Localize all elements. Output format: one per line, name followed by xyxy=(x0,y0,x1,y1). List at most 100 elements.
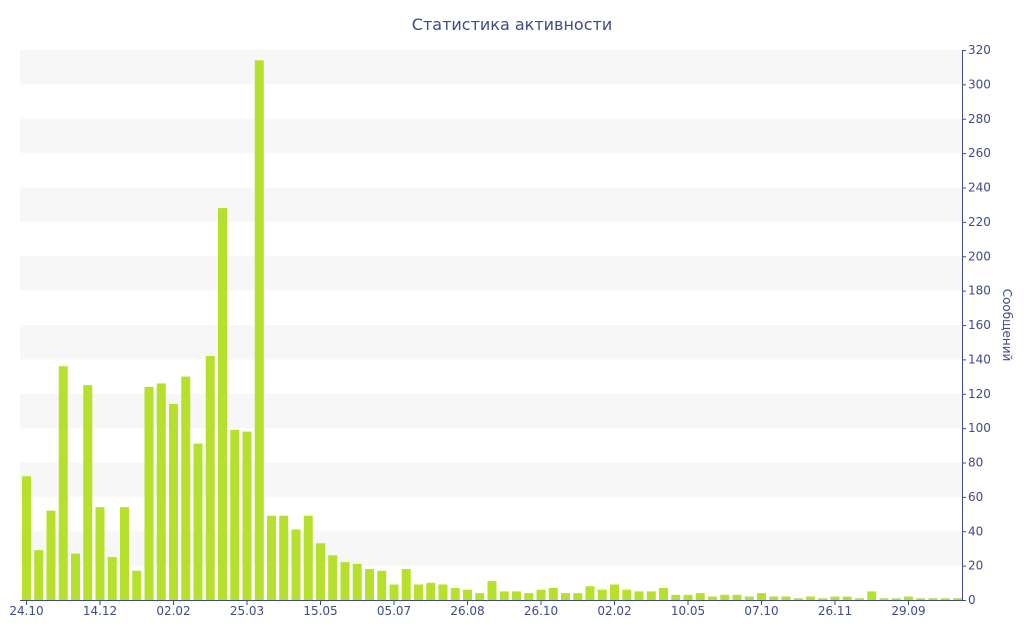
bar xyxy=(254,60,264,600)
y-tick-label: 60 xyxy=(968,490,983,504)
y-tick-label: 80 xyxy=(968,456,983,470)
x-tick-label: 26.08 xyxy=(450,604,484,618)
x-tick-label: 07.10 xyxy=(744,604,778,618)
bar xyxy=(58,366,68,600)
x-tick-label: 26.11 xyxy=(818,604,852,618)
bar xyxy=(316,543,325,600)
bar xyxy=(928,598,938,600)
grid-band xyxy=(20,50,962,85)
bar xyxy=(120,507,129,600)
bar xyxy=(720,594,730,600)
y-tick-label: 160 xyxy=(968,318,991,332)
bar xyxy=(646,591,656,600)
bar xyxy=(634,591,644,600)
bar xyxy=(303,515,313,600)
y-tick-label: 300 xyxy=(968,77,991,91)
x-tick-label: 14.12 xyxy=(83,604,117,618)
bar xyxy=(695,593,705,600)
bar xyxy=(659,587,668,600)
grid-band xyxy=(20,325,962,360)
x-tick-label: 26.10 xyxy=(524,604,558,618)
bar xyxy=(916,598,926,600)
x-tick-label: 24.10 xyxy=(9,604,43,618)
grid-band xyxy=(20,187,962,222)
x-tick-label: 05.07 xyxy=(377,604,411,618)
bar xyxy=(953,598,962,600)
bar xyxy=(156,383,166,600)
bar xyxy=(744,596,754,600)
bar xyxy=(867,591,877,600)
bar xyxy=(818,598,828,600)
chart-title: Статистика активности xyxy=(411,15,613,34)
x-axis-ticks: 24.10 14.12 02.02 25.03 15.05 05.07 26.08 26.10… xyxy=(9,600,926,618)
y-tick-label: 260 xyxy=(968,146,991,160)
y-tick-label: 220 xyxy=(968,215,991,229)
bar xyxy=(218,208,227,600)
y-tick-label: 200 xyxy=(968,249,991,263)
bar xyxy=(830,596,840,600)
bar xyxy=(414,584,423,600)
grid-band xyxy=(20,118,962,154)
x-tick-label: 10.05 xyxy=(671,604,705,618)
bar xyxy=(487,581,497,600)
bar xyxy=(181,376,191,600)
bar xyxy=(205,355,215,600)
y-tick-label: 240 xyxy=(968,181,991,195)
x-tick-label: 02.02 xyxy=(597,604,631,618)
y-axis-title: Сообщений xyxy=(1000,289,1014,362)
bar xyxy=(71,553,80,600)
bar xyxy=(279,515,289,600)
bar xyxy=(352,563,362,600)
bar xyxy=(107,557,117,600)
bar xyxy=(34,550,44,600)
bar xyxy=(144,386,154,600)
x-tick-label: 02.02 xyxy=(156,604,190,618)
bar xyxy=(438,584,448,600)
bar xyxy=(585,586,595,600)
bar xyxy=(757,593,766,600)
bar xyxy=(499,591,509,600)
bar xyxy=(548,587,558,600)
y-tick-label: 180 xyxy=(968,284,991,298)
grid-band xyxy=(20,256,962,291)
bar xyxy=(891,598,901,600)
y-axis-ticks: 0 20 40 60 80 100 120 140 160 180 200 220 240 260 280 3… xyxy=(962,43,991,607)
y-tick-label: 280 xyxy=(968,112,991,126)
bar xyxy=(781,596,791,600)
x-tick-label: 15.05 xyxy=(303,604,337,618)
bar xyxy=(389,584,399,600)
bar xyxy=(708,596,717,600)
y-tick-label: 320 xyxy=(968,43,991,57)
bar xyxy=(83,385,93,600)
bar xyxy=(22,476,31,600)
bar xyxy=(879,598,889,600)
x-tick-label: 29.09 xyxy=(891,604,925,618)
y-tick-label: 140 xyxy=(968,352,991,366)
bar xyxy=(267,515,276,600)
bar xyxy=(524,593,534,600)
bar xyxy=(401,569,411,600)
bar xyxy=(340,562,350,600)
bar xyxy=(904,596,913,600)
y-tick-label: 0 xyxy=(968,593,976,607)
bar xyxy=(793,598,803,600)
bar xyxy=(671,594,681,600)
bar xyxy=(475,593,485,600)
y-tick-label: 40 xyxy=(968,524,983,538)
bar xyxy=(561,593,570,600)
y-tick-label: 120 xyxy=(968,387,991,401)
bar xyxy=(597,589,607,600)
bar xyxy=(573,593,583,600)
bar xyxy=(855,598,864,600)
y-tick-label: 100 xyxy=(968,421,991,435)
bar xyxy=(193,443,203,600)
bar xyxy=(132,570,142,600)
x-tick-label: 25.03 xyxy=(230,604,264,618)
bar xyxy=(536,589,546,600)
bar xyxy=(610,584,619,600)
bar xyxy=(463,589,472,600)
bar xyxy=(512,591,521,600)
bar xyxy=(365,569,374,600)
bar xyxy=(242,431,252,600)
